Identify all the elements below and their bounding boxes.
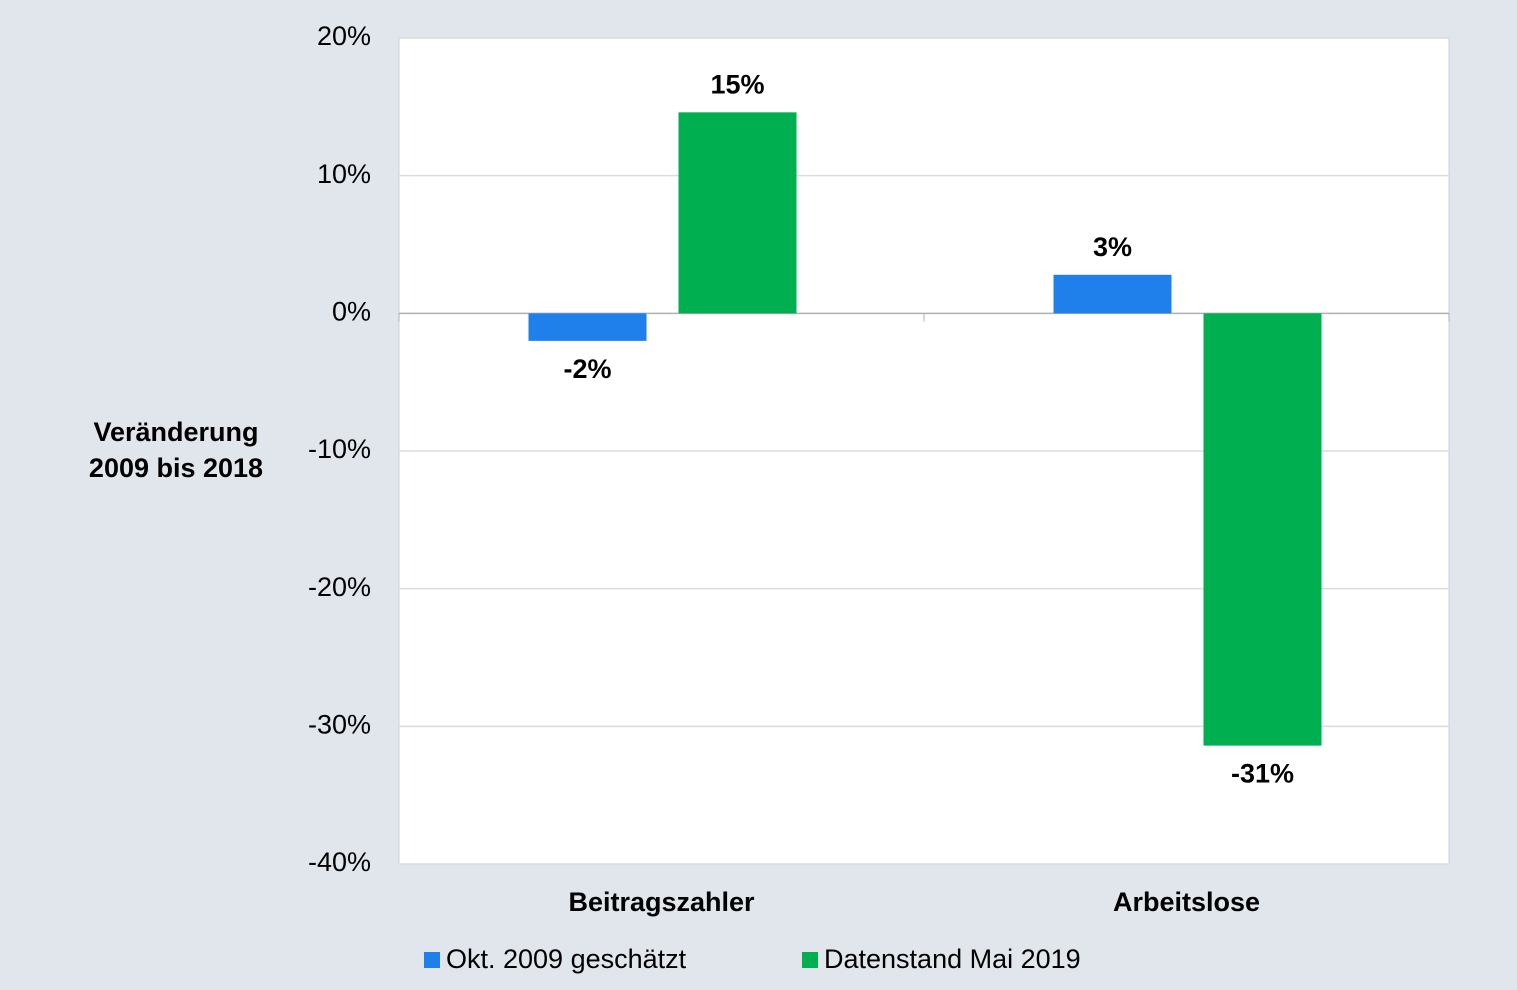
- x-tick-label: Arbeitslose: [1113, 887, 1260, 917]
- x-tick-label: Beitragszahler: [568, 887, 755, 917]
- legend-label: Datenstand Mai 2019: [824, 944, 1081, 974]
- y-tick-label: -10%: [308, 434, 371, 464]
- y-axis-label: Veränderung: [93, 417, 258, 447]
- y-tick-label: -40%: [308, 847, 371, 877]
- y-axis-label: 2009 bis 2018: [89, 453, 263, 483]
- legend-swatch: [424, 952, 440, 968]
- y-tick-label: -20%: [308, 572, 371, 602]
- data-label: -31%: [1231, 759, 1294, 789]
- legend-label: Okt. 2009 geschätzt: [446, 944, 687, 974]
- legend-swatch: [802, 952, 818, 968]
- y-tick-label: 10%: [317, 159, 371, 189]
- y-tick-label: 20%: [317, 21, 371, 51]
- bar: [1053, 274, 1172, 314]
- y-tick-label: 0%: [332, 296, 371, 326]
- y-tick-label: -30%: [308, 709, 371, 739]
- data-label: -2%: [563, 354, 611, 384]
- data-label: 3%: [1093, 232, 1132, 262]
- bar: [528, 313, 647, 341]
- data-label: 15%: [710, 69, 764, 99]
- bar: [1203, 313, 1322, 746]
- bar: [678, 112, 797, 314]
